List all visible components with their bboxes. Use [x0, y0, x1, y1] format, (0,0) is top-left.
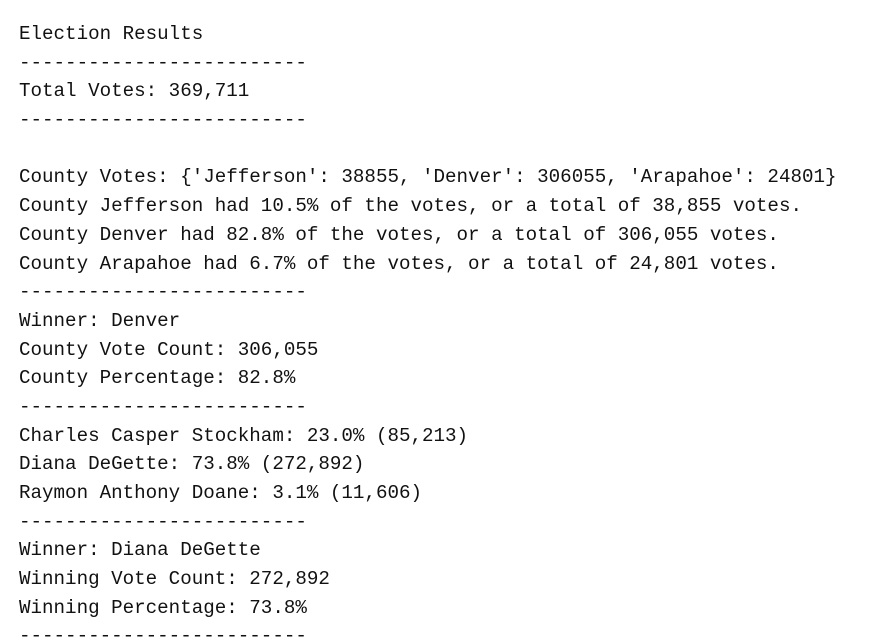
output-line: County Jefferson had 10.5% of the votes,… — [19, 195, 802, 218]
output-line: Diana DeGette: 73.8% (272,892) — [19, 453, 365, 476]
blank-line — [19, 135, 878, 164]
output-line: Total Votes: 369,711 — [19, 80, 250, 103]
separator: ------------------------- — [19, 395, 307, 418]
output-line: Winner: Diana DeGette — [19, 539, 261, 562]
output-line: Winning Vote Count: 272,892 — [19, 568, 330, 591]
separator: ------------------------- — [19, 281, 307, 304]
output-line: County Percentage: 82.8% — [19, 367, 296, 390]
separator: ------------------------- — [19, 109, 307, 132]
output-line: Election Results — [19, 23, 204, 45]
separator: ------------------------- — [19, 510, 307, 533]
separator: ------------------------- — [19, 51, 307, 74]
output-line: Winning Percentage: 73.8% — [19, 596, 307, 619]
output-line: Raymon Anthony Doane: 3.1% (11,606) — [19, 482, 423, 504]
output-line: County Arapahoe had 6.7% of the votes, o… — [19, 252, 779, 275]
output-line: Charles Casper Stockham: 23.0% (85,213) — [19, 424, 469, 447]
separator: ------------------------- — [19, 625, 307, 642]
output-line: Winner: Denver — [19, 309, 181, 332]
output-line: County Denver had 82.8% of the votes, or… — [19, 223, 779, 246]
output-line: County Vote Count: 306,055 — [19, 338, 319, 361]
output-line: County Votes: {'Jefferson': 38855, 'Denv… — [19, 166, 837, 189]
